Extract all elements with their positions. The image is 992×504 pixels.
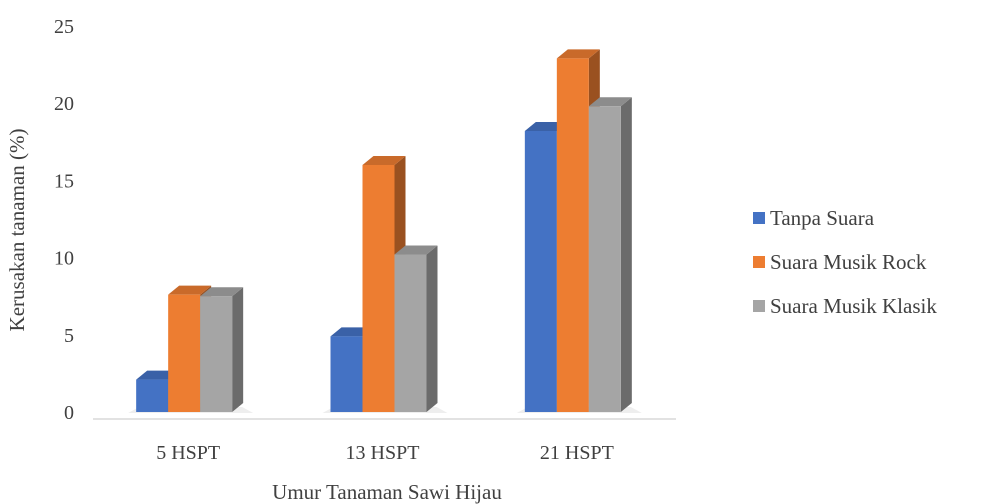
y-tick-label: 25 — [54, 16, 74, 38]
bars — [136, 49, 632, 413]
bar-front-face — [168, 294, 201, 412]
x-tick-label: 5 HSPT — [156, 442, 220, 464]
bar-side-face — [426, 245, 438, 412]
bar-top-face — [200, 287, 244, 297]
bar-front-face — [136, 379, 169, 412]
legend-item: Tanpa Suara — [753, 196, 937, 240]
legend: Tanpa Suara Suara Musik Rock Suara Musik K… — [753, 196, 937, 328]
bar-front-face — [394, 254, 427, 412]
legend-label: Suara Musik Rock — [770, 249, 927, 274]
bar-front-face — [200, 296, 233, 412]
y-tick-label: 0 — [64, 402, 74, 424]
bar-top-face — [394, 245, 438, 255]
bar-top-face — [168, 285, 212, 295]
bar-front-face — [588, 106, 621, 413]
bar-front-face — [330, 336, 363, 412]
y-tick-label: 5 — [64, 325, 74, 347]
bar-front-face — [362, 164, 395, 412]
bar-top-face — [362, 155, 406, 165]
bar — [394, 245, 438, 412]
x-axis-ticks: 5 HSPT 13 HSPT 21 HSPT — [156, 442, 614, 464]
bar — [588, 97, 632, 413]
y-axis-ticks: 0 5 10 15 20 25 — [54, 16, 74, 424]
x-tick-label: 21 HSPT — [540, 442, 614, 464]
y-axis-title: Kerusakan tanaman (%) — [5, 129, 29, 332]
bar-side-face — [620, 97, 632, 413]
y-tick-label: 20 — [54, 93, 74, 115]
x-axis-title: Umur Tanaman Sawi Hijau — [272, 480, 502, 504]
legend-swatch — [753, 256, 765, 268]
x-tick-label: 13 HSPT — [346, 442, 420, 464]
y-tick-label: 10 — [54, 248, 74, 270]
bar-front-face — [556, 58, 589, 412]
bar-side-face — [232, 287, 244, 412]
y-tick-label: 15 — [54, 170, 74, 192]
bar-top-face — [588, 97, 632, 107]
bar-top-face — [556, 49, 600, 59]
legend-label: Suara Musik Klasik — [770, 293, 937, 318]
legend-item: Suara Musik Klasik — [753, 284, 937, 328]
bar — [200, 287, 244, 412]
legend-item: Suara Musik Rock — [753, 240, 937, 284]
legend-swatch — [753, 212, 765, 224]
bar-front-face — [524, 130, 557, 412]
legend-label: Tanpa Suara — [770, 205, 875, 230]
legend-swatch — [753, 300, 765, 312]
